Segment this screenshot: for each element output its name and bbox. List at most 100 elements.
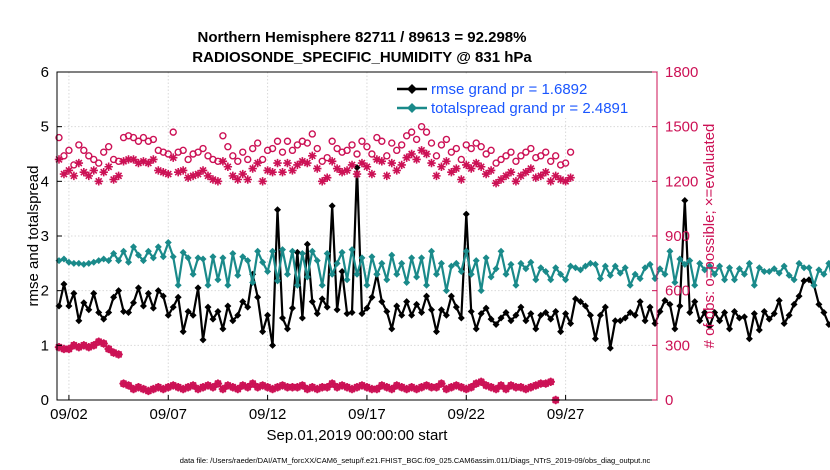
data-point-totalspread — [348, 246, 356, 254]
grid — [57, 72, 657, 400]
data-point-totalspread — [621, 264, 629, 272]
data-point-evaluated — [541, 168, 550, 177]
data-point-totalspread — [303, 273, 311, 281]
data-point-evaluated — [114, 171, 123, 181]
data-point-evaluated_low — [332, 383, 342, 392]
data-point-rmse — [740, 313, 748, 321]
y-tick-right-label: 1200 — [665, 173, 698, 190]
data-point-possible — [253, 139, 262, 147]
data-point-rmse — [288, 304, 296, 312]
data-point-possible — [407, 128, 416, 136]
data-point-possible — [363, 143, 371, 151]
data-point-totalspread — [209, 253, 217, 261]
data-point-totalspread — [169, 253, 177, 261]
data-point-evaluated — [263, 166, 272, 175]
data-point-evaluated_low — [536, 379, 545, 388]
data-point-totalspread — [477, 287, 485, 295]
data-point-possible — [477, 143, 485, 151]
data-point-possible — [378, 137, 386, 145]
data-point-totalspread — [428, 247, 436, 255]
data-point-totalspread — [611, 262, 619, 270]
data-point-evaluated_low — [248, 379, 257, 388]
data-point-possible — [60, 152, 68, 160]
data-point-evaluated — [357, 158, 367, 168]
data-point-possible — [561, 159, 570, 167]
x-axis-ticks: 09/02 09/07 09/12 09/17 09/22 09/27 — [50, 395, 584, 423]
data-point-rmse — [805, 276, 813, 284]
data-point-totalspread — [467, 270, 475, 278]
data-point-evaluated_low — [481, 381, 491, 390]
data-point-rmse — [244, 303, 252, 311]
data-point-evaluated_low — [327, 379, 337, 388]
data-point-evaluated_low — [173, 383, 183, 392]
data-point-rmse — [95, 309, 103, 317]
data-point-evaluated — [283, 158, 292, 168]
data-point-totalspread — [442, 287, 450, 295]
data-point-totalspread — [457, 268, 465, 276]
data-point-totalspread — [80, 260, 88, 268]
data-point-evaluated — [352, 169, 362, 179]
data-point-totalspread — [318, 281, 326, 289]
data-point-evaluated — [327, 157, 337, 166]
data-point-totalspread — [755, 264, 763, 272]
data-point-possible — [313, 144, 321, 153]
y-axis-left-label: rmse and totalspread — [25, 166, 42, 307]
data-point-evaluated — [64, 166, 74, 175]
data-point-possible — [75, 141, 83, 149]
data-point-possible — [80, 146, 88, 155]
data-point-evaluated — [551, 171, 560, 181]
data-point-possible — [278, 148, 287, 156]
data-point-totalspread — [333, 259, 341, 267]
data-point-evaluated — [397, 160, 406, 170]
data-point-evaluated — [213, 177, 223, 186]
data-point-totalspread — [492, 265, 500, 273]
data-point-totalspread — [125, 258, 133, 266]
data-point-totalspread — [512, 281, 520, 289]
data-point-evaluated_low — [342, 383, 352, 392]
data-point-evaluated_low — [273, 383, 282, 392]
data-point-possible — [95, 159, 103, 167]
data-point-rmse — [134, 284, 142, 292]
data-point-evaluated — [248, 164, 257, 173]
data-point-totalspread — [393, 270, 401, 278]
data-point-totalspread — [194, 254, 202, 262]
data-point-totalspread — [572, 264, 580, 272]
data-point-totalspread — [745, 259, 753, 267]
data-point-rmse — [562, 310, 570, 318]
data-point-rmse — [298, 314, 306, 322]
data-point-evaluated — [278, 168, 287, 177]
data-point-possible — [318, 157, 326, 165]
data-point-evaluated — [273, 158, 282, 168]
data-point-possible — [368, 150, 376, 158]
data-point-totalspread — [726, 264, 734, 272]
data-point-evaluated — [233, 175, 242, 184]
y-tick-left-label: 2 — [41, 283, 49, 300]
data-point-totalspread — [760, 268, 768, 276]
data-point-evaluated_low — [476, 377, 486, 386]
data-point-totalspread — [219, 254, 227, 262]
data-point-possible — [194, 148, 202, 156]
data-point-rmse — [437, 306, 445, 314]
data-point-rmse — [716, 317, 724, 325]
data-point-possible — [353, 150, 361, 158]
data-point-evaluated — [79, 168, 89, 177]
data-point-evaluated_low — [124, 381, 133, 390]
data-point-rmse — [149, 304, 157, 312]
data-point-totalspread — [293, 281, 301, 289]
data-point-evaluated — [154, 166, 163, 175]
chart-title-line1: Northern Hemisphere 82711 / 89613 = 92.2… — [198, 29, 527, 46]
data-point-rmse — [477, 310, 485, 318]
data-point-possible — [258, 155, 267, 164]
data-point-possible — [65, 146, 73, 155]
data-point-rmse — [358, 310, 366, 318]
data-point-rmse — [457, 314, 465, 322]
data-point-totalspread — [139, 257, 147, 265]
data-point-totalspread — [378, 259, 386, 267]
data-point-rmse — [318, 295, 326, 303]
data-point-totalspread — [750, 281, 758, 289]
data-point-rmse — [547, 315, 555, 323]
data-point-evaluated — [387, 158, 396, 168]
data-point-evaluated_low — [521, 384, 531, 394]
data-point-evaluated — [183, 173, 193, 182]
data-point-rmse — [388, 325, 396, 333]
